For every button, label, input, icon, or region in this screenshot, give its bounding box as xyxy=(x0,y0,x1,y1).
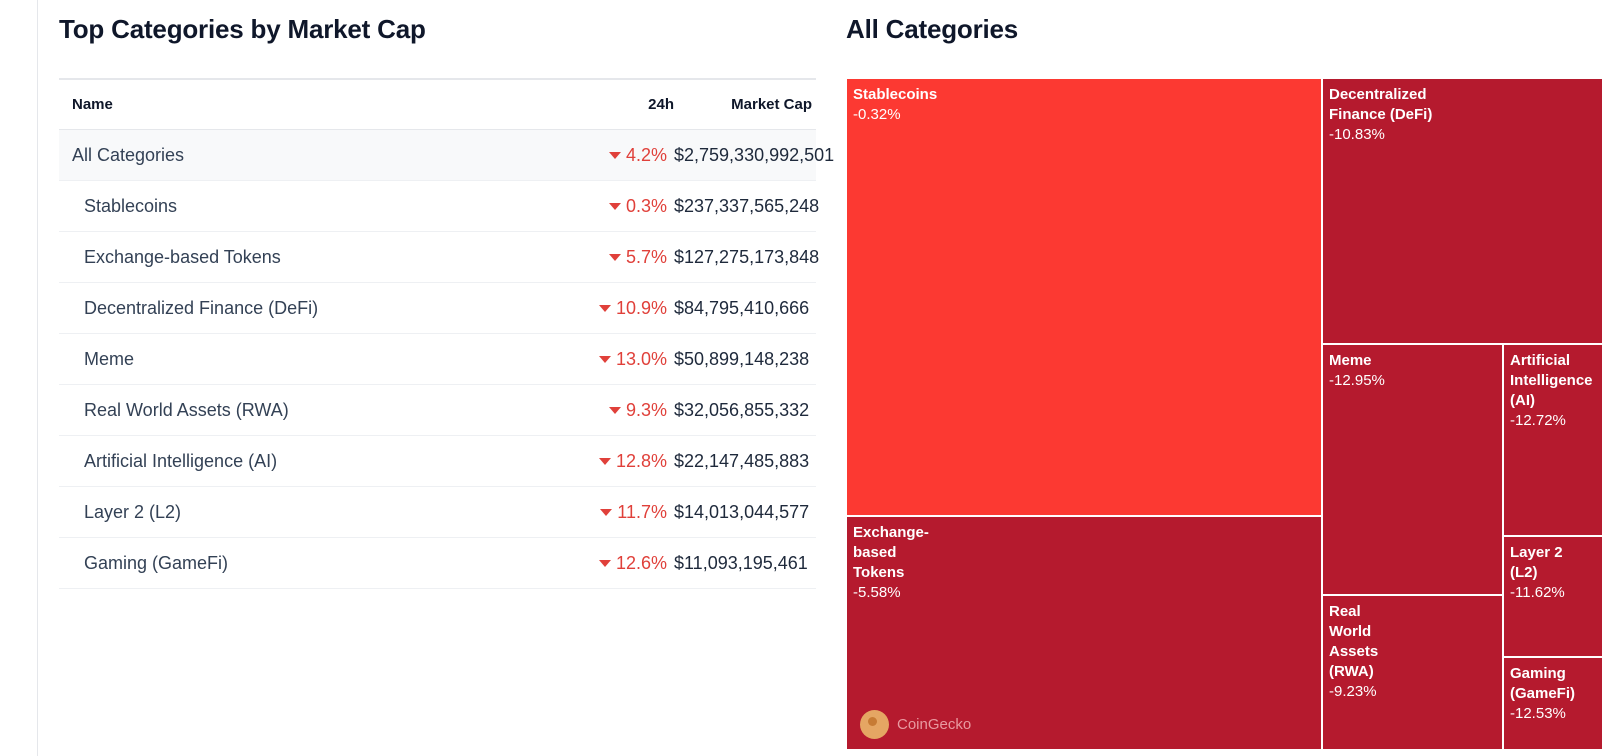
treemap-tile-exchange[interactable]: Exchange-based Tokens -5.58% CoinGecko xyxy=(846,516,1322,750)
tile-name: Meme xyxy=(1329,352,1372,369)
market-cap-value: $127,275,173,848 xyxy=(674,246,820,267)
change-24h: 10.9% xyxy=(534,298,674,319)
market-cap-value: $84,795,410,666 xyxy=(674,297,810,318)
table-row[interactable]: Artificial Intelligence (AI) 12.8% $22,1… xyxy=(59,436,816,487)
change-24h: 9.3% xyxy=(534,400,674,421)
change-24h: 0.3% xyxy=(534,196,674,217)
treemap-tile-stablecoins[interactable]: Stablecoins -0.32% xyxy=(846,78,1322,516)
treemap-tile-gaming[interactable]: Gaming (GameFi) -12.53% xyxy=(1503,657,1603,750)
caret-down-icon xyxy=(598,304,611,312)
tile-change: -0.32% xyxy=(853,106,901,123)
market-cap-value: $237,337,565,248 xyxy=(674,195,820,216)
page-divider xyxy=(37,0,38,756)
caret-down-icon xyxy=(608,151,621,159)
treemap-tile-l2[interactable]: Layer 2 (L2) -11.62% xyxy=(1503,536,1603,657)
category-name[interactable]: Stablecoins xyxy=(84,195,178,216)
category-name[interactable]: Artificial Intelligence (AI) xyxy=(84,450,278,471)
tile-change: -12.72% xyxy=(1510,412,1566,429)
market-cap-value: $22,147,485,883 xyxy=(674,450,810,471)
table-row[interactable]: All Categories 4.2% $2,759,330,992,501 xyxy=(59,130,835,181)
change-24h: 12.8% xyxy=(534,451,674,472)
market-cap-value: $14,013,044,577 xyxy=(674,501,810,522)
column-header-24h[interactable]: 24h xyxy=(648,96,674,113)
change-24h: 11.7% xyxy=(534,502,674,523)
tile-name: Stablecoins xyxy=(853,86,938,103)
tile-change: -12.95% xyxy=(1329,372,1385,389)
column-header-name[interactable]: Name xyxy=(72,96,113,113)
treemap-tile-rwa[interactable]: Real World Assets (RWA) -9.23% xyxy=(1322,595,1503,750)
tile-change: -11.62% xyxy=(1510,584,1565,601)
treemap-tile-defi[interactable]: Decentralized Finance (DeFi) -10.83% xyxy=(1322,78,1603,344)
tile-change: -12.53% xyxy=(1510,705,1566,722)
category-name[interactable]: Meme xyxy=(84,348,135,369)
table-row[interactable]: Decentralized Finance (DeFi) 10.9% $84,7… xyxy=(59,283,816,334)
market-cap-value: $32,056,855,332 xyxy=(674,399,810,420)
category-name[interactable]: Layer 2 (L2) xyxy=(84,501,182,522)
tile-change: -5.58% xyxy=(853,584,901,601)
market-cap-value: $50,899,148,238 xyxy=(674,348,810,369)
top-categories-title: Top Categories by Market Cap xyxy=(59,14,426,44)
coingecko-logo-icon xyxy=(860,710,889,739)
caret-down-icon xyxy=(598,559,611,567)
change-24h: 12.6% xyxy=(534,553,674,574)
market-cap-value: $11,093,195,461 xyxy=(674,552,808,573)
tile-name: Exchange-based Tokens xyxy=(853,524,929,581)
table-row[interactable]: Exchange-based Tokens 5.7% $127,275,173,… xyxy=(59,232,820,283)
category-name[interactable]: All Categories xyxy=(72,144,185,165)
caret-down-icon xyxy=(608,406,621,414)
table-row[interactable]: Meme 13.0% $50,899,148,238 xyxy=(59,334,816,385)
market-cap-value: $2,759,330,992,501 xyxy=(674,144,835,165)
caret-down-icon xyxy=(608,202,621,210)
table-header: Name 24h Market Cap xyxy=(59,78,816,130)
coingecko-watermark: CoinGecko xyxy=(860,710,971,739)
treemap-tile-ai[interactable]: Artificial Intelligence (AI) -12.72% xyxy=(1503,344,1603,536)
all-categories-title: All Categories xyxy=(846,14,1019,44)
category-name[interactable]: Real World Assets (RWA) xyxy=(84,399,289,420)
tile-change: -10.83% xyxy=(1329,126,1385,143)
caret-down-icon xyxy=(598,457,611,465)
table-row[interactable]: Real World Assets (RWA) 9.3% $32,056,855… xyxy=(59,385,816,436)
change-24h: 13.0% xyxy=(534,349,674,370)
tile-change: -9.23% xyxy=(1329,683,1377,700)
tile-name: Decentralized Finance (DeFi) xyxy=(1329,86,1433,123)
tile-name: Real World Assets (RWA) xyxy=(1329,603,1379,680)
table-row[interactable]: Gaming (GameFi) 12.6% $11,093,195,461 xyxy=(59,538,816,589)
category-name[interactable]: Gaming (GameFi) xyxy=(84,552,229,573)
tile-name: Artificial Intelligence (AI) xyxy=(1510,352,1593,409)
categories-table: Name 24h Market Cap All Categories 4.2% … xyxy=(59,78,835,589)
table-row[interactable]: Layer 2 (L2) 11.7% $14,013,044,577 xyxy=(59,487,816,538)
watermark-text: CoinGecko xyxy=(897,715,972,733)
tile-name: Layer 2 (L2) xyxy=(1510,544,1563,581)
category-name[interactable]: Exchange-based Tokens xyxy=(84,246,281,267)
caret-down-icon xyxy=(608,253,621,261)
category-name[interactable]: Decentralized Finance (DeFi) xyxy=(84,297,319,318)
table-row[interactable]: Stablecoins 0.3% $237,337,565,248 xyxy=(59,181,820,232)
tile-name: Gaming (GameFi) xyxy=(1510,665,1576,702)
change-24h: 4.2% xyxy=(534,145,674,166)
caret-down-icon xyxy=(598,355,611,363)
caret-down-icon xyxy=(600,508,613,516)
change-24h: 5.7% xyxy=(534,247,674,268)
categories-treemap: Stablecoins -0.32% Decentralized Finance… xyxy=(846,78,1603,750)
column-header-market-cap[interactable]: Market Cap xyxy=(731,96,812,113)
treemap-tile-meme[interactable]: Meme -12.95% xyxy=(1322,344,1503,595)
